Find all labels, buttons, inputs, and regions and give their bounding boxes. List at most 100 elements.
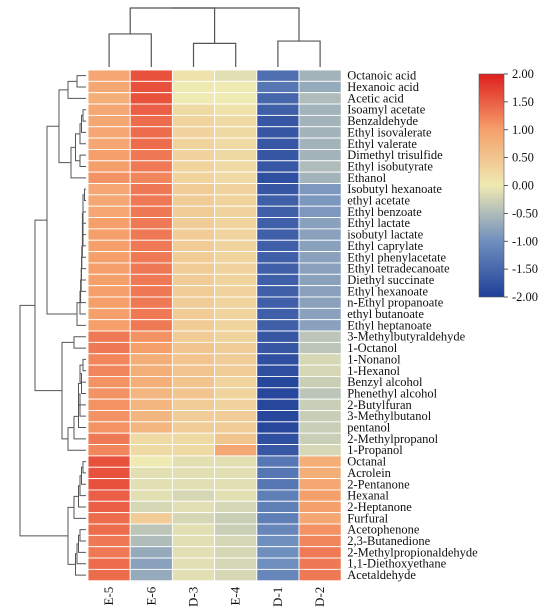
row-label: Dimethyl trisulfide	[347, 148, 443, 162]
heatmap-cell	[87, 217, 131, 230]
heatmap-cell	[214, 557, 258, 570]
heatmap-cell	[87, 171, 131, 184]
heatmap-cell	[214, 103, 258, 116]
column-label: E-6	[143, 586, 158, 605]
heatmap-cell	[214, 568, 258, 582]
heatmap-cell	[129, 80, 173, 94]
heatmap-cell	[256, 126, 300, 139]
heatmap-cell	[298, 103, 342, 116]
heatmap-cell	[129, 523, 173, 536]
colorbar: 2.00 1.50 1.00 0.50 0.00 -0.50 -1.00 -1.50 -2.00	[478, 67, 538, 304]
heatmap-cell	[298, 353, 342, 366]
heatmap-cell	[129, 103, 173, 116]
row-label: 1,1-Diethoxyethane	[347, 557, 446, 571]
heatmap-cell	[129, 432, 173, 446]
heatmap-cell	[256, 251, 300, 264]
heatmap-cell	[129, 296, 173, 309]
row-dendrogram-branch	[19, 304, 68, 537]
heatmap-cell	[256, 330, 300, 343]
heatmap-cell	[298, 307, 342, 321]
column-dendrogram-branch	[172, 7, 300, 42]
heatmap-cell	[171, 137, 216, 150]
row-label: Isobutyl hexanoate	[347, 182, 442, 196]
heatmap-cell	[256, 160, 300, 173]
heatmap-cell	[129, 364, 173, 377]
heatmap-cell	[256, 228, 300, 241]
heatmap-cell	[214, 194, 258, 207]
heatmap-cell	[298, 466, 342, 480]
heatmap-cell	[214, 421, 258, 434]
heatmap-cell	[129, 353, 173, 366]
heatmap-cell	[129, 455, 173, 468]
row-dendrogram-branch	[79, 529, 86, 542]
heatmap-cell	[87, 398, 131, 411]
heatmap-cell	[171, 148, 216, 162]
heatmap-cell	[256, 534, 300, 548]
heatmap-cell	[214, 478, 258, 491]
heatmap-cell	[256, 239, 300, 253]
heatmap-cell	[87, 421, 131, 434]
row-dendrogram	[19, 75, 86, 576]
heatmap-cell	[87, 239, 131, 253]
row-label: 3-Methylbutanol	[347, 409, 432, 423]
heatmap-cell	[129, 500, 173, 514]
heatmap-cell	[129, 92, 173, 105]
row-label: Ethyl heptanoate	[347, 318, 432, 332]
heatmap-cell	[87, 534, 131, 548]
heatmap-cell	[214, 512, 258, 525]
row-dendrogram-branch	[75, 133, 80, 162]
heatmap-cell	[129, 69, 173, 82]
heatmap-cell	[214, 228, 258, 241]
heatmap-cell	[129, 534, 173, 548]
heatmap-cell	[298, 92, 342, 105]
heatmap-cell	[87, 126, 131, 139]
heatmap-cell	[214, 387, 258, 400]
column-dendrogram-branch	[129, 7, 216, 44]
heatmap-cell	[214, 183, 258, 196]
heatmap-cell	[298, 285, 342, 298]
row-dendrogram-branch	[73, 336, 86, 349]
heatmap-cell	[256, 194, 300, 207]
row-label: ethyl acetate	[347, 194, 410, 208]
heatmap-cell	[87, 330, 131, 343]
row-label: 3-Methylbutyraldehyde	[347, 330, 465, 344]
heatmap-cell	[298, 114, 342, 128]
heatmap-cell	[214, 455, 258, 468]
heatmap-cell	[298, 387, 342, 400]
heatmap-cell	[129, 137, 173, 150]
heatmap-cell	[171, 171, 216, 184]
heatmap-cell	[298, 69, 342, 82]
heatmap-cell	[171, 523, 216, 536]
row-label: 2-Heptanone	[347, 500, 412, 514]
row-label: Acetophenone	[347, 523, 420, 537]
row-label: 2,3-Butanedione	[347, 534, 430, 548]
column-label: E-4	[228, 586, 243, 605]
heatmap-cell	[171, 273, 216, 287]
heatmap-cell	[214, 171, 258, 184]
column-label: E-5	[101, 587, 116, 606]
heatmap-cell	[129, 376, 173, 389]
heatmap-cell	[87, 512, 131, 525]
heatmap-cell	[298, 432, 342, 446]
heatmap-cell	[87, 387, 131, 400]
heatmap-cell	[256, 387, 300, 400]
heatmap-cell	[87, 296, 131, 309]
heatmap-cell	[214, 217, 258, 230]
heatmap-cell	[171, 421, 216, 434]
heatmap-cell	[214, 500, 258, 514]
heatmap-cell	[214, 205, 258, 218]
heatmap-cell	[214, 285, 258, 298]
row-label: Ethyl benzoate	[347, 205, 422, 219]
heatmap-cell	[87, 228, 131, 241]
heatmap-cell	[298, 171, 342, 184]
heatmap-cell	[256, 398, 300, 411]
heatmap-cell	[87, 478, 131, 491]
heatmap-cell	[298, 500, 342, 514]
heatmap-cell	[171, 228, 216, 241]
row-dendrogram-branch	[61, 341, 74, 440]
row-dendrogram-branch	[79, 475, 86, 497]
row-label: 2-Butylfuran	[347, 398, 412, 412]
heatmap-cell	[129, 171, 173, 184]
heatmap-cell	[171, 512, 216, 525]
heatmap-cell	[171, 478, 216, 491]
